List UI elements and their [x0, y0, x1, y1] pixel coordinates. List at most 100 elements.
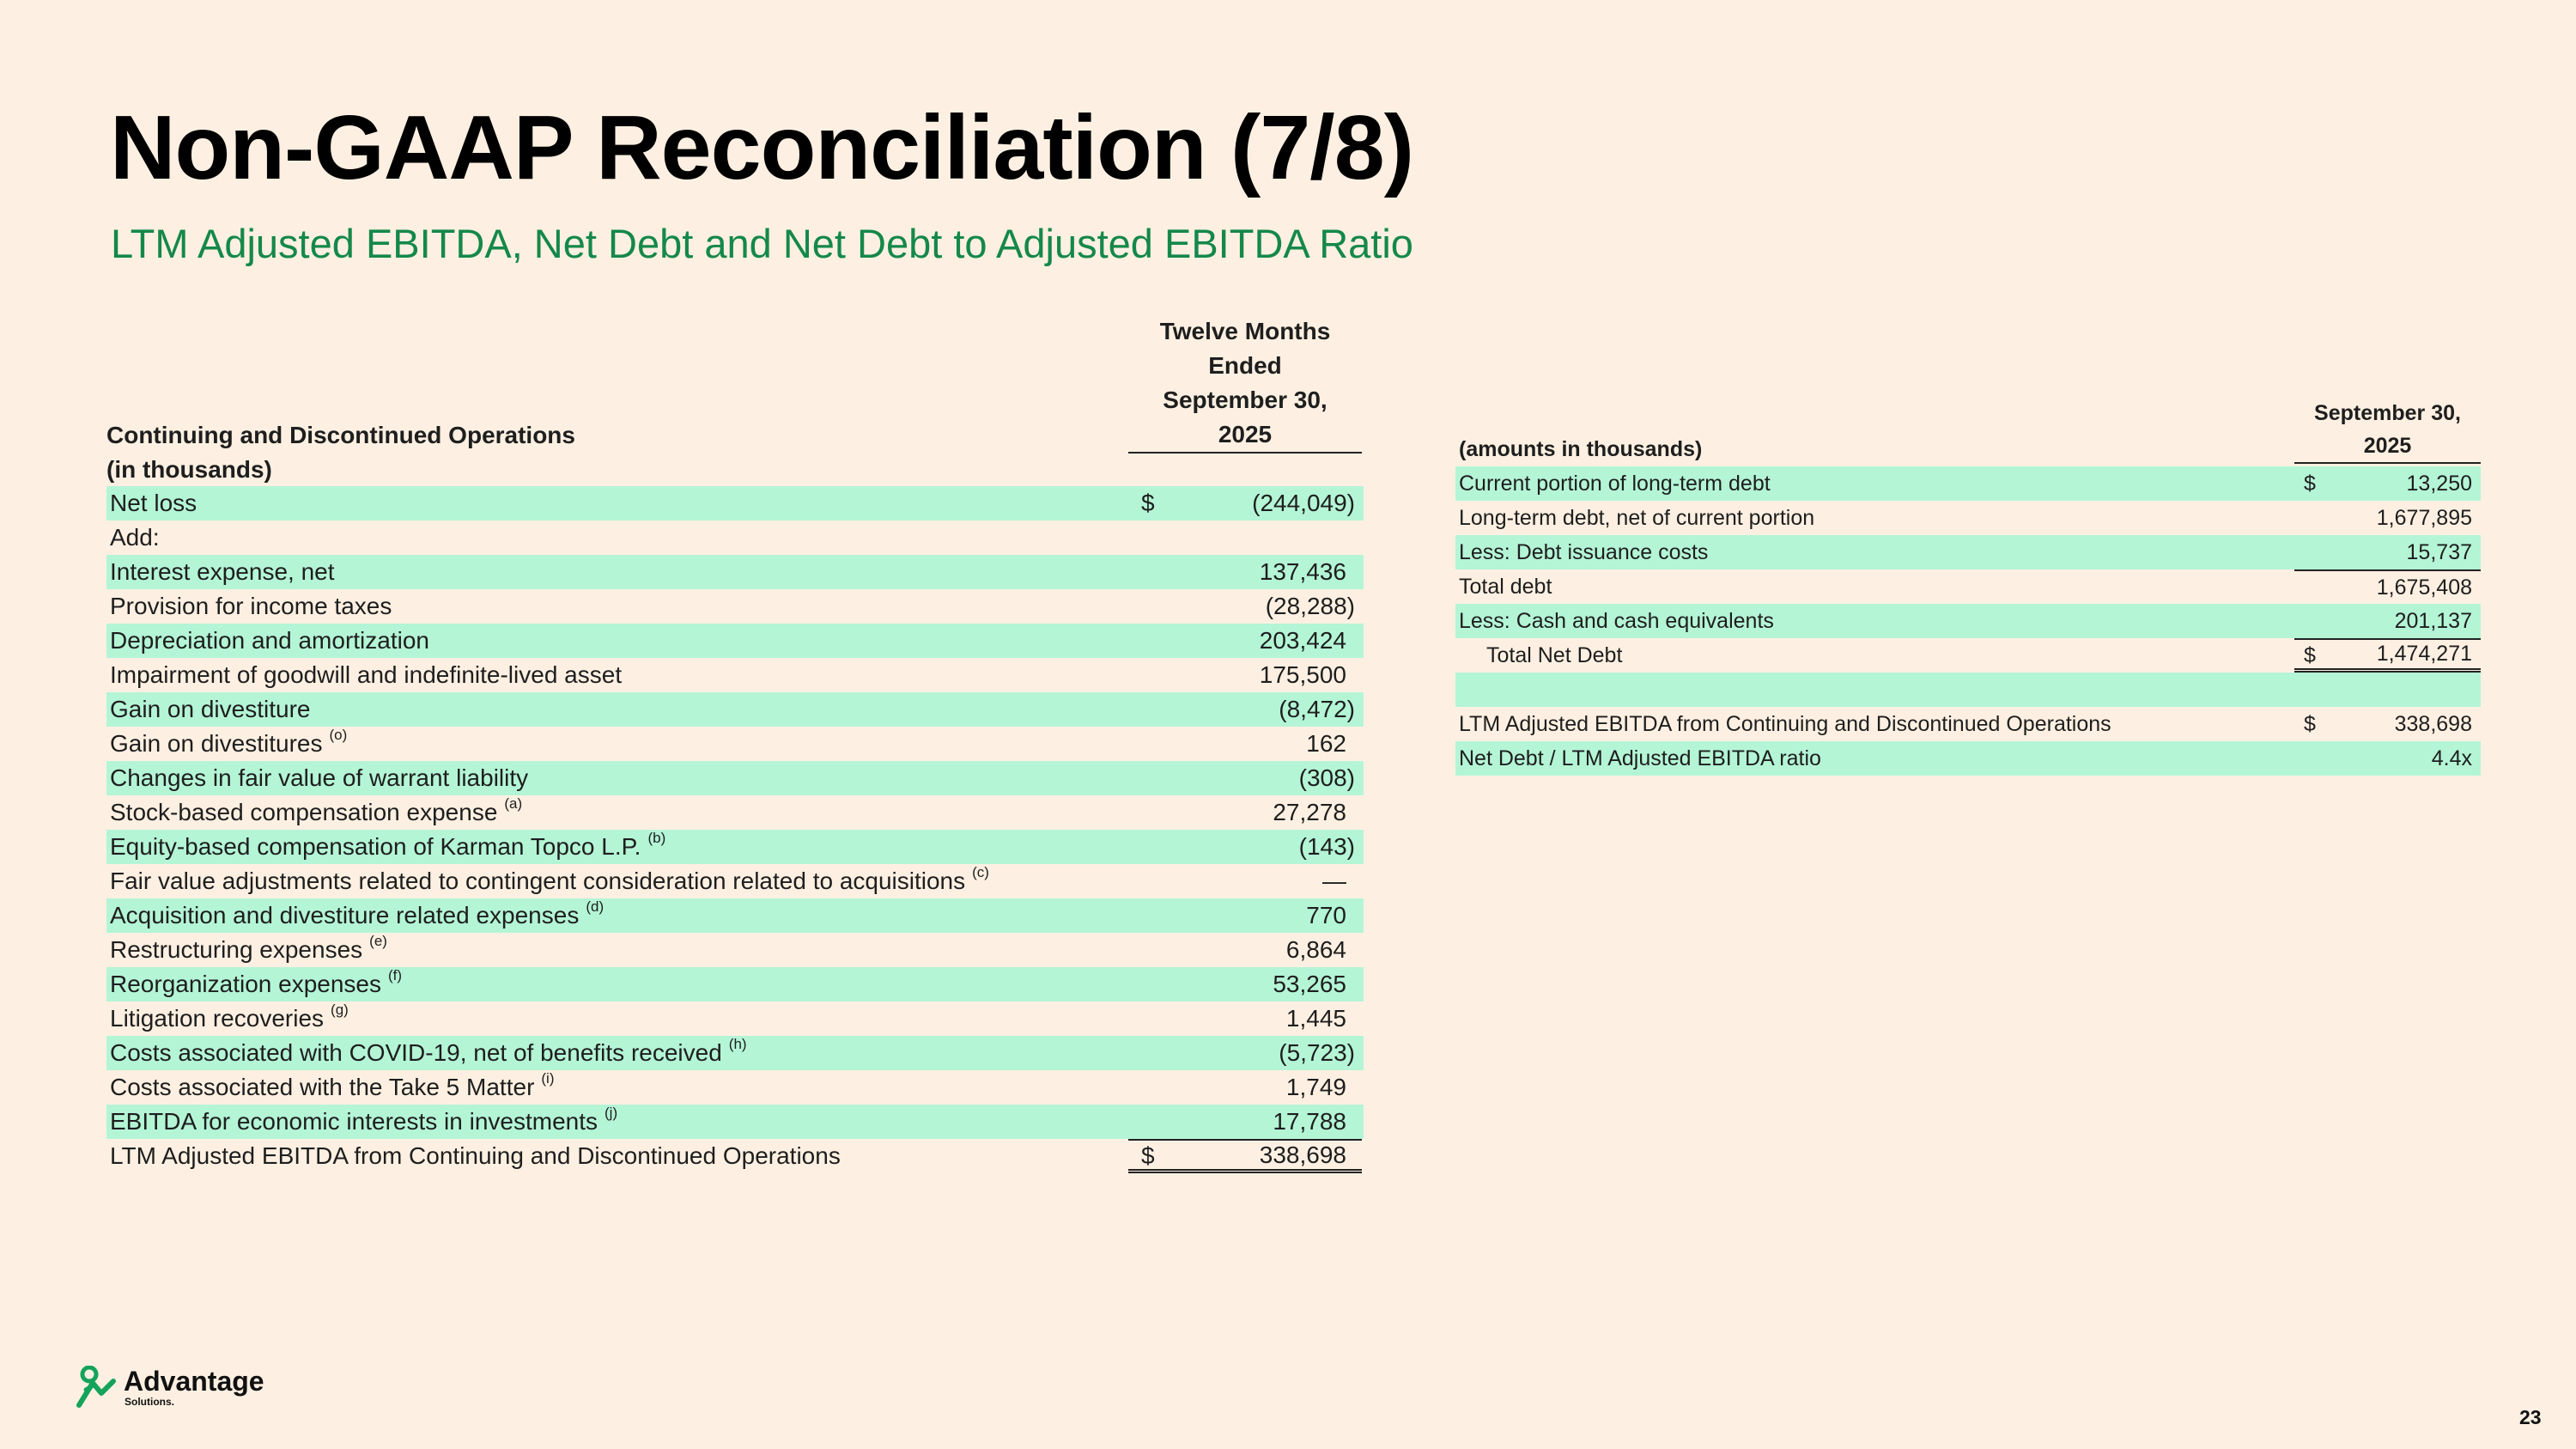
table-row: Less: Cash and cash equivalents 201,137 [1455, 604, 2481, 638]
row-label: Gain on divestiture [110, 696, 310, 723]
footnote-marker: (d) [586, 898, 605, 915]
row-header-line: (in thousands) [106, 456, 272, 483]
value-text: (28,288) [1265, 593, 1355, 619]
value-text: 1,677,895 [2376, 505, 2472, 530]
row-value: — [1128, 864, 1362, 898]
row-value: (244,049) [1128, 486, 1362, 521]
table-row: Changes in fair value of warrant liabili… [106, 761, 1364, 795]
label-text: Gain on divestiture [110, 696, 311, 722]
row-header-line: Continuing and Discontinued Operations [106, 422, 575, 448]
row-value: 1,749 [1128, 1070, 1362, 1105]
row-label: Less: Cash and cash equivalents [1459, 609, 1774, 634]
table-row: Total debt 1,675,408 [1455, 569, 2481, 604]
label-text: LTM Adjusted EBITDA from Continuing and … [110, 1142, 841, 1169]
value-text: 1,749 [1285, 1074, 1346, 1100]
label-text: Changes in fair value of warrant liabili… [110, 764, 529, 791]
table-row: Litigation recoveries (g) 1,445 [106, 1002, 1364, 1036]
row-value: 338,698 [1128, 1139, 1362, 1173]
table-row: Total Net Debt $1,474,271 [1455, 638, 2481, 673]
value-text: 338,698 [1259, 1141, 1346, 1168]
value-text: 175,500 [1259, 661, 1346, 688]
table-row: Long-term debt, net of current portion 1,… [1455, 501, 2481, 535]
label-text: Add: [110, 524, 160, 551]
column-header-line: Twelve Months [1159, 318, 1331, 344]
row-label: Litigation recoveries (g) [110, 1002, 349, 1032]
currency-symbol: $ [2304, 642, 2316, 667]
value-text: (308) [1298, 764, 1355, 791]
row-label: Equity-based compensation of Karman Topc… [110, 830, 665, 861]
value-text: 162 [1306, 730, 1346, 757]
value-text: (8,472) [1279, 696, 1355, 722]
row-value: 201,137 [2294, 604, 2481, 638]
logo-subtext: Solutions. [125, 1396, 174, 1408]
footnote-marker: (f) [387, 967, 403, 983]
row-value: (8,472) [1128, 692, 1362, 727]
label-text: Net Debt / LTM Adjusted EBITDA ratio [1459, 746, 1821, 770]
label-text: Fair value adjustments related to contin… [110, 868, 966, 894]
subtitle: LTM Adjusted EBITDA, Net Debt and Net De… [111, 221, 1413, 266]
value-text: 1,675,408 [2376, 575, 2472, 600]
table-row: Add: [106, 521, 1364, 555]
row-label: Net Debt / LTM Adjusted EBITDA ratio [1459, 746, 1821, 771]
footnote-marker: (i) [541, 1070, 555, 1087]
row-value: (28,288) [1128, 589, 1362, 624]
row-label: Depreciation and amortization [110, 627, 429, 654]
column-header-line: Ended [1208, 352, 1282, 379]
row-label: Costs associated with the Take 5 Matter (… [110, 1070, 555, 1101]
table-row: Net Debt / LTM Adjusted EBITDA ratio 4.4x [1455, 741, 2481, 776]
label-text: Total debt [1459, 574, 1552, 599]
value-text: 338,698 [2394, 711, 2472, 736]
row-label: Provision for income taxes [110, 593, 392, 620]
value-text: 201,137 [2394, 608, 2472, 633]
row-label: LTM Adjusted EBITDA from Continuing and … [1459, 712, 2111, 737]
table-row: Stock-based compensation expense (a) 27,27… [106, 795, 1364, 830]
label-text: Total Net Debt [1486, 642, 1623, 667]
row-value: 15,737 [2294, 535, 2481, 569]
row-value: 770 [1128, 898, 1362, 933]
row-value: 17,788 [1128, 1105, 1362, 1139]
value-text: 6,864 [1285, 936, 1346, 963]
label-text: Interest expense, net [110, 558, 335, 585]
value-text: 1,445 [1285, 1005, 1346, 1032]
value-text: (5,723) [1279, 1039, 1355, 1066]
debt-rows: Current portion of long-term debt $13,250… [1455, 466, 2481, 673]
logo-text: Advantage [124, 1366, 264, 1397]
value-text: (244,049) [1252, 490, 1355, 516]
row-value: 27,278 [1128, 795, 1362, 830]
column-header-line: 2025 [2363, 434, 2412, 458]
value-text: 137,436 [1259, 558, 1346, 585]
row-label: Gain on divestitures (o) [110, 727, 348, 758]
row-value: 4.4x [2294, 741, 2481, 776]
row-value: 1,675,408 [2294, 569, 2481, 604]
row-value: 6,864 [1128, 933, 1362, 967]
footnote-marker: (g) [331, 1002, 349, 1018]
label-text: Depreciation and amortization [110, 627, 429, 654]
table-row: Costs associated with the Take 5 Matter (… [106, 1070, 1364, 1105]
label-text: Restructuring expenses [110, 936, 363, 963]
left-table: Net loss $ (244,049) Add: Interest expense, … [106, 486, 1364, 1173]
column-header-line: 2025 [1218, 421, 1273, 447]
footnote-marker: (o) [329, 727, 348, 743]
row-label: LTM Adjusted EBITDA from Continuing and … [110, 1142, 841, 1170]
row-value: 13,250 [2294, 466, 2481, 501]
row-value: (143) [1128, 830, 1362, 864]
table-row: Costs associated with COVID-19, net of b… [106, 1036, 1364, 1070]
currency-symbol: $ [1141, 490, 1155, 516]
row-label: Impairment of goodwill and indefinite-li… [110, 661, 622, 689]
row-value: 175,500 [1128, 658, 1362, 692]
row-label: Total debt [1459, 575, 1552, 600]
label-text: Net loss [110, 490, 197, 516]
row-label: Costs associated with COVID-19, net of b… [110, 1036, 747, 1067]
label-text: LTM Adjusted EBITDA from Continuing and … [1459, 711, 2111, 736]
column-header-line: September 30, [2314, 401, 2461, 425]
label-text: Stock-based compensation expense [110, 799, 498, 825]
label-text: Costs associated with COVID-19, net of b… [110, 1039, 722, 1066]
row-label: Less: Debt issuance costs [1459, 540, 1708, 565]
label-text: Current portion of long-term debt [1459, 471, 1771, 496]
value-text: (143) [1298, 833, 1355, 860]
row-label: Reorganization expenses (f) [110, 967, 402, 998]
label-text: Gain on divestitures [110, 730, 323, 757]
value-text: 203,424 [1259, 627, 1346, 654]
label-text: Provision for income taxes [110, 593, 392, 619]
footnote-marker: (j) [605, 1105, 618, 1121]
